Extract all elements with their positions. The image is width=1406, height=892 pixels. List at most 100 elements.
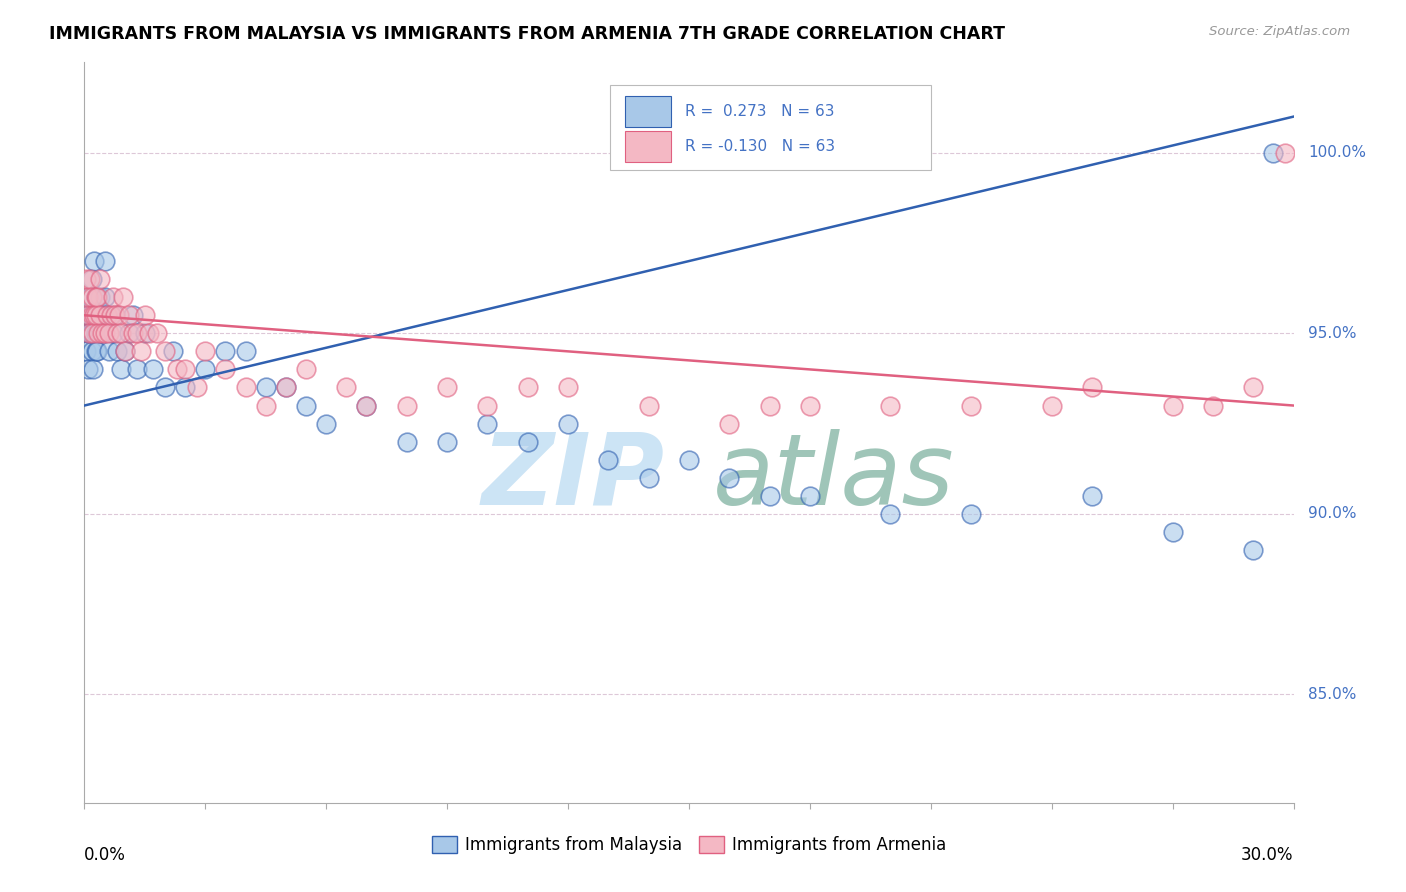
Text: R = -0.130   N = 63: R = -0.130 N = 63: [685, 139, 835, 154]
Point: [86, 326, 108, 341]
Text: R =  0.273   N = 63: R = 0.273 N = 63: [685, 103, 835, 119]
Point: [166, 362, 188, 376]
Point: [93, 290, 115, 304]
Point: [82, 326, 104, 341]
Point: [86, 290, 108, 304]
Point: [477, 399, 499, 413]
Point: [134, 326, 156, 341]
Point: [960, 399, 983, 413]
Point: [100, 308, 122, 322]
Point: [356, 399, 378, 413]
Point: [637, 471, 659, 485]
Point: [83, 254, 105, 268]
Point: [557, 417, 579, 431]
Point: [82, 272, 104, 286]
FancyBboxPatch shape: [610, 85, 931, 169]
Point: [1161, 399, 1184, 413]
Point: [76, 308, 98, 322]
Point: [100, 308, 122, 322]
Point: [121, 326, 143, 341]
Point: [86, 290, 108, 304]
Point: [114, 344, 136, 359]
Point: [84, 290, 107, 304]
Point: [125, 362, 148, 376]
Point: [799, 399, 821, 413]
Point: [129, 344, 152, 359]
Text: 30.0%: 30.0%: [1241, 847, 1294, 864]
Point: [82, 326, 104, 341]
Point: [97, 326, 120, 341]
Point: [799, 489, 821, 503]
Point: [637, 399, 659, 413]
Point: [104, 308, 127, 322]
Point: [274, 380, 297, 394]
Point: [104, 308, 127, 322]
Point: [121, 308, 143, 322]
Point: [758, 399, 780, 413]
Point: [138, 326, 160, 341]
Point: [162, 344, 184, 359]
Point: [75, 272, 97, 286]
Point: [335, 380, 357, 394]
Point: [254, 399, 277, 413]
Point: [89, 272, 111, 286]
Point: [83, 308, 105, 322]
Point: [87, 308, 110, 322]
Text: IMMIGRANTS FROM MALAYSIA VS IMMIGRANTS FROM ARMENIA 7TH GRADE CORRELATION CHART: IMMIGRANTS FROM MALAYSIA VS IMMIGRANTS F…: [49, 25, 1005, 43]
Point: [274, 380, 297, 394]
Point: [77, 308, 100, 322]
Point: [86, 344, 108, 359]
Point: [110, 326, 132, 341]
Point: [718, 417, 741, 431]
FancyBboxPatch shape: [624, 131, 671, 162]
Point: [214, 362, 236, 376]
Point: [86, 308, 108, 322]
Point: [295, 399, 318, 413]
Point: [960, 507, 983, 521]
Point: [436, 380, 458, 394]
Point: [1274, 145, 1296, 160]
Point: [84, 344, 107, 359]
Point: [395, 434, 418, 449]
Point: [1040, 399, 1063, 413]
Point: [79, 326, 101, 341]
Point: [118, 326, 141, 341]
Point: [114, 344, 136, 359]
Point: [557, 380, 579, 394]
Point: [110, 362, 132, 376]
Point: [79, 290, 101, 304]
Point: [235, 380, 257, 394]
Point: [96, 308, 118, 322]
Point: [89, 290, 111, 304]
Text: 95.0%: 95.0%: [1308, 326, 1357, 341]
Point: [80, 344, 103, 359]
Point: [678, 452, 700, 467]
Point: [879, 507, 901, 521]
Point: [89, 308, 111, 322]
Text: ZIP: ZIP: [482, 428, 665, 525]
Point: [91, 326, 114, 341]
Point: [77, 290, 100, 304]
Point: [77, 326, 100, 341]
Text: atlas: atlas: [713, 428, 955, 525]
Point: [134, 308, 156, 322]
Point: [125, 326, 148, 341]
Point: [82, 362, 104, 376]
Point: [395, 399, 418, 413]
Point: [194, 344, 217, 359]
Text: 100.0%: 100.0%: [1308, 145, 1367, 161]
Point: [111, 290, 134, 304]
Point: [75, 344, 97, 359]
Point: [1161, 524, 1184, 539]
Point: [107, 308, 129, 322]
Point: [214, 344, 236, 359]
Text: Source: ZipAtlas.com: Source: ZipAtlas.com: [1209, 25, 1350, 38]
Point: [174, 380, 197, 394]
Point: [174, 362, 197, 376]
Point: [1241, 380, 1264, 394]
Point: [93, 254, 115, 268]
Point: [142, 362, 165, 376]
Point: [879, 399, 901, 413]
Point: [718, 471, 741, 485]
Point: [80, 308, 103, 322]
